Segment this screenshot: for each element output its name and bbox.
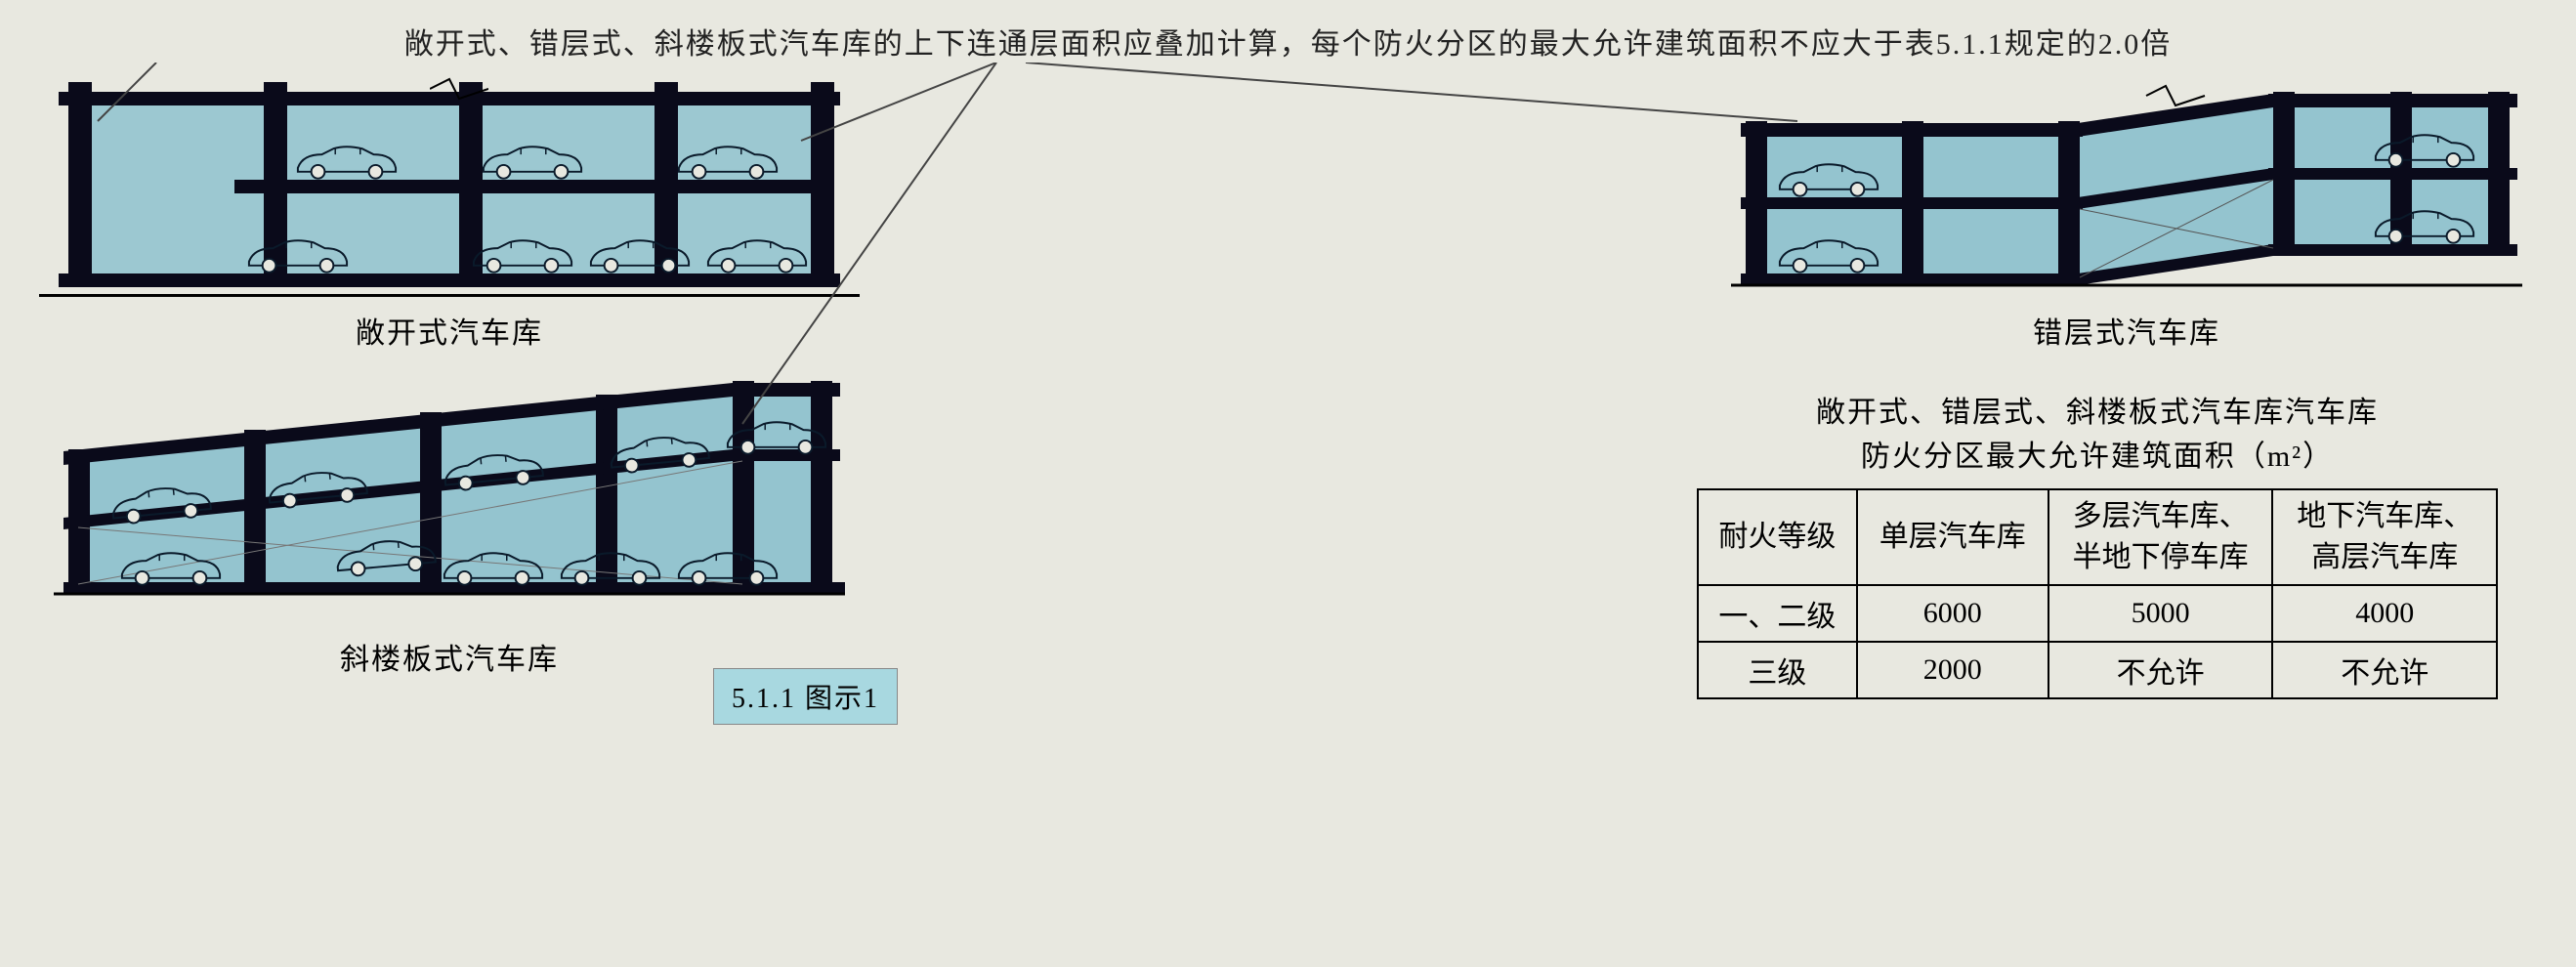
cell-c1: 2000 <box>1857 642 2048 698</box>
diagram-open: 敞开式汽车库 <box>20 82 879 352</box>
cell-c2: 不允许 <box>2048 642 2273 698</box>
table-header-row: 耐火等级 单层汽车库 多层汽车库、 半地下停车库 地下汽车库、 高层汽车库 <box>1698 489 2497 585</box>
table-block: 敞开式、错层式、斜楼板式汽车库汽车库 防火分区最大允许建筑面积（m²） 耐火等级… <box>1697 391 2498 699</box>
open-garage-drawing <box>49 82 850 297</box>
sloped-garage-drawing <box>49 391 850 606</box>
table-title-line1: 敞开式、错层式、斜楼板式汽车库汽车库 <box>1816 397 2379 429</box>
th-underground: 地下汽车库、 高层汽车库 <box>2272 489 2497 585</box>
top-note: 敞开式、错层式、斜楼板式汽车库的上下连通层面积应叠加计算，每个防火分区的最大允许… <box>20 20 2556 63</box>
split-garage-drawing <box>1726 82 2527 297</box>
cell-c2: 5000 <box>2048 585 2273 642</box>
table-row: 三级 2000 不允许 不允许 <box>1698 642 2497 698</box>
cell-label: 一、二级 <box>1698 585 1857 642</box>
th-multi: 多层汽车库、 半地下停车库 <box>2048 489 2273 585</box>
table-title: 敞开式、错层式、斜楼板式汽车库汽车库 防火分区最大允许建筑面积（m²） <box>1697 391 2498 479</box>
th-single: 单层汽车库 <box>1857 489 2048 585</box>
open-caption: 敞开式汽车库 <box>20 309 879 352</box>
split-caption: 错层式汽车库 <box>1697 309 2556 352</box>
figure-tag: 5.1.1 图示1 <box>713 668 898 725</box>
cell-c3: 4000 <box>2272 585 2497 642</box>
diagram-sloped: 斜楼板式汽车库 <box>20 391 879 699</box>
diagram-split: 错层式汽车库 <box>1697 82 2556 352</box>
table-title-line2: 防火分区最大允许建筑面积（m²） <box>1861 441 2334 473</box>
table-row: 一、二级 6000 5000 4000 <box>1698 585 2497 642</box>
th-fire-grade: 耐火等级 <box>1698 489 1857 585</box>
cell-c3: 不允许 <box>2272 642 2497 698</box>
cell-label: 三级 <box>1698 642 1857 698</box>
main-layout: 敞开式汽车库 <box>20 82 2556 699</box>
fire-area-table: 耐火等级 单层汽车库 多层汽车库、 半地下停车库 地下汽车库、 高层汽车库 一、… <box>1697 488 2498 699</box>
cell-c1: 6000 <box>1857 585 2048 642</box>
